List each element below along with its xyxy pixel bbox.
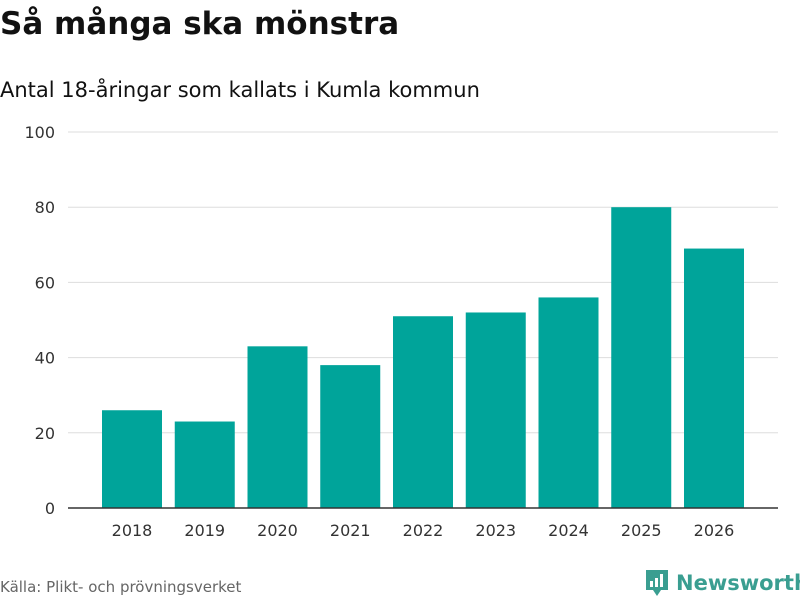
x-tick-label: 2019 (184, 521, 225, 540)
y-tick-label: 0 (45, 499, 55, 518)
chart-subtitle: Antal 18-åringar som kallats i Kumla kom… (0, 78, 480, 102)
source-note: Källa: Plikt- och prövningsverket (0, 578, 242, 596)
x-tick-label: 2018 (112, 521, 153, 540)
bar (102, 410, 162, 508)
bar (684, 248, 744, 508)
bar (174, 421, 235, 508)
y-tick-label: 40 (35, 349, 55, 368)
newsworthy-logo-icon (646, 570, 668, 596)
x-tick-label: 2025 (621, 521, 662, 540)
x-tick-label: 2022 (403, 521, 444, 540)
bar (320, 365, 381, 508)
x-tick-label: 2020 (257, 521, 298, 540)
brand-name: Newsworthy (676, 571, 800, 595)
x-tick-label: 2021 (330, 521, 371, 540)
chart-title: Så många ska mönstra (0, 6, 400, 42)
y-tick-label: 100 (24, 123, 55, 142)
bar (247, 346, 308, 508)
bar (611, 207, 672, 508)
x-tick-label: 2024 (548, 521, 589, 540)
bar (538, 297, 599, 508)
y-tick-label: 80 (35, 198, 55, 217)
newsworthy-logo: Newsworthy (644, 568, 800, 598)
bar (465, 312, 526, 508)
y-tick-label: 60 (35, 273, 55, 292)
x-tick-label: 2023 (475, 521, 516, 540)
bar (393, 316, 453, 508)
x-tick-label: 2026 (694, 521, 735, 540)
y-tick-label: 20 (35, 424, 55, 443)
